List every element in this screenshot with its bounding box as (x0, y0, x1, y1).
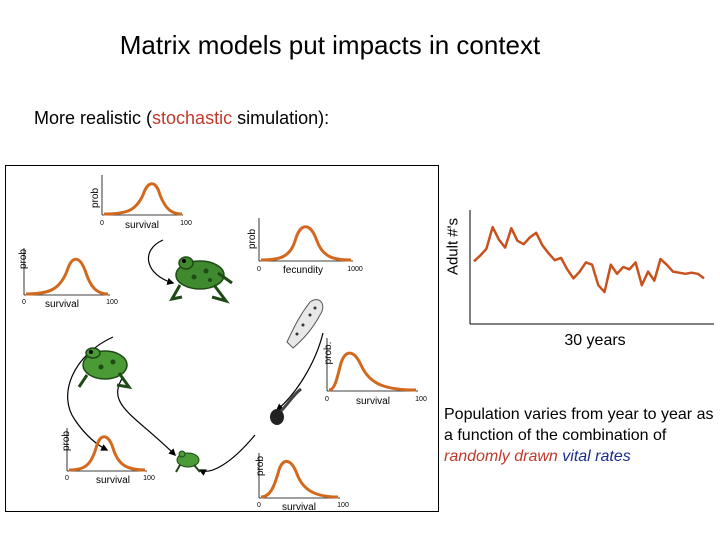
panel-xlabel: survival (282, 502, 316, 513)
cycle-arrow-bottom-left (117, 376, 177, 457)
adult-frog-icon (169, 256, 233, 304)
panel-tick-max: 100 (106, 299, 118, 306)
panel-tick-max: 100 (415, 396, 427, 403)
panel-tick-max: 100 (180, 220, 192, 227)
description-random: randomly drawn (444, 448, 558, 465)
slide-title: Matrix models put impacts in context (119, 30, 541, 60)
subtitle-highlight: stochastic (152, 108, 233, 128)
subtitle-suffix: simulation): (232, 108, 330, 128)
diagram-frame (5, 165, 439, 512)
panel-tick-min: 0 (257, 502, 261, 509)
population-timeseries-chart (469, 210, 714, 325)
description-plain: Population varies from year to year as a… (444, 406, 714, 444)
panel-tick-max: 100 (337, 502, 349, 509)
panel-tick-min: 0 (325, 396, 329, 403)
panel-ylabel: prob (61, 431, 72, 451)
cycle-arrow-right (275, 332, 324, 411)
panel-xlabel: survival (96, 475, 130, 486)
timeseries-xlabel: 30 years (564, 332, 626, 349)
panel-tick-max: 1000 (347, 266, 363, 273)
panel-ylabel: prob. (323, 342, 334, 365)
life-cycle-diagram: prob 0 survival 100 prob 0 fecundity 100… (5, 165, 439, 513)
cycle-arrow-top (147, 239, 175, 285)
description-text: Population varies from year to year as a… (444, 404, 714, 467)
panel-tick-min: 0 (257, 266, 261, 273)
distribution-panel-survival-left: prob 0 survival 100 (18, 248, 118, 310)
panel-tick-min: 0 (65, 475, 69, 482)
distribution-panel-fecundity: prob 0 fecundity 1000 (247, 218, 363, 276)
juvenile-frog-icon (175, 450, 201, 473)
subtitle-prefix: More realistic ( (34, 108, 153, 128)
panel-ylabel: prob (255, 456, 266, 476)
slide-subtitle: More realistic (stochastic simulation): (34, 108, 329, 129)
description-vital-rates: vital rates (562, 448, 631, 465)
egg-mass-icon (286, 299, 324, 349)
panel-tick-min: 0 (100, 220, 104, 227)
timeseries-line (473, 225, 705, 294)
panel-xlabel: survival (45, 299, 79, 310)
panel-ylabel: prob (247, 229, 258, 249)
panel-ylabel: prob (18, 249, 29, 269)
panel-xlabel: fecundity (283, 265, 323, 276)
subadult-frog-icon (77, 347, 133, 390)
panel-xlabel: survival (356, 396, 390, 407)
distribution-panel-survival-right: prob. 0 survival 100 (323, 338, 427, 407)
timeseries-ylabel: Adult #'s (444, 217, 462, 276)
panel-tick-max: 100 (143, 475, 155, 482)
panel-tick-min: 0 (22, 299, 26, 306)
panel-ylabel: prob (90, 188, 101, 208)
panel-xlabel: survival (125, 220, 159, 231)
distribution-panel-survival-bottom-left: prob 0 survival 100 (61, 428, 155, 486)
distribution-panel-survival-top: prob 0 survival 100 (90, 175, 192, 231)
cycle-arrow-bottom (198, 434, 256, 476)
tadpole-icon (270, 387, 302, 425)
distribution-panel-survival-bottom: prob 0 survival 100 (255, 453, 349, 513)
